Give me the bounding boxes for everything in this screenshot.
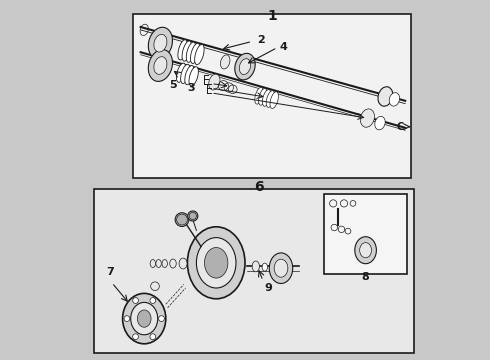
Text: 3: 3 <box>187 83 195 93</box>
Circle shape <box>133 334 139 339</box>
Ellipse shape <box>360 243 371 258</box>
Ellipse shape <box>263 90 271 106</box>
Ellipse shape <box>209 74 220 90</box>
Ellipse shape <box>178 40 187 60</box>
Ellipse shape <box>179 258 187 269</box>
Ellipse shape <box>175 213 189 226</box>
Ellipse shape <box>378 87 393 106</box>
Circle shape <box>150 298 156 303</box>
Ellipse shape <box>252 261 259 272</box>
Ellipse shape <box>389 93 399 106</box>
Text: 5: 5 <box>169 80 177 90</box>
Ellipse shape <box>195 44 204 65</box>
Ellipse shape <box>131 302 158 335</box>
Ellipse shape <box>375 116 385 130</box>
Ellipse shape <box>355 237 376 264</box>
Ellipse shape <box>204 248 228 278</box>
Ellipse shape <box>235 53 255 80</box>
Ellipse shape <box>262 263 268 271</box>
Ellipse shape <box>220 55 230 69</box>
Ellipse shape <box>187 227 245 299</box>
Bar <box>133 14 411 178</box>
Text: C: C <box>396 122 403 132</box>
Text: 6: 6 <box>255 180 264 194</box>
Text: 8: 8 <box>362 272 369 282</box>
Bar <box>324 194 407 274</box>
Ellipse shape <box>154 34 167 52</box>
Circle shape <box>133 298 139 303</box>
Circle shape <box>150 334 156 339</box>
Text: 1: 1 <box>267 9 277 23</box>
Text: 2: 2 <box>258 35 266 45</box>
Text: 7: 7 <box>106 267 114 277</box>
Ellipse shape <box>189 67 198 86</box>
Circle shape <box>159 316 164 321</box>
Ellipse shape <box>154 57 167 75</box>
Circle shape <box>124 316 130 321</box>
Ellipse shape <box>137 310 151 327</box>
Ellipse shape <box>162 260 168 267</box>
Ellipse shape <box>196 238 236 288</box>
Ellipse shape <box>360 109 374 127</box>
Circle shape <box>176 214 187 225</box>
Ellipse shape <box>176 63 186 82</box>
Ellipse shape <box>181 64 190 84</box>
Ellipse shape <box>274 259 288 277</box>
Ellipse shape <box>259 89 267 105</box>
Ellipse shape <box>122 293 166 344</box>
Ellipse shape <box>185 66 194 85</box>
Ellipse shape <box>188 211 198 221</box>
Ellipse shape <box>191 43 200 63</box>
Circle shape <box>189 212 196 220</box>
Ellipse shape <box>186 42 196 62</box>
Bar <box>94 189 414 353</box>
Ellipse shape <box>270 92 278 108</box>
Ellipse shape <box>270 253 293 284</box>
Ellipse shape <box>266 91 274 107</box>
Text: 4: 4 <box>279 42 287 52</box>
Ellipse shape <box>150 260 155 267</box>
Ellipse shape <box>156 260 161 267</box>
Ellipse shape <box>148 27 172 59</box>
Ellipse shape <box>255 87 263 104</box>
Ellipse shape <box>239 59 251 75</box>
Ellipse shape <box>182 41 192 61</box>
Ellipse shape <box>170 259 176 268</box>
Ellipse shape <box>148 50 172 81</box>
Text: 9: 9 <box>265 283 272 293</box>
